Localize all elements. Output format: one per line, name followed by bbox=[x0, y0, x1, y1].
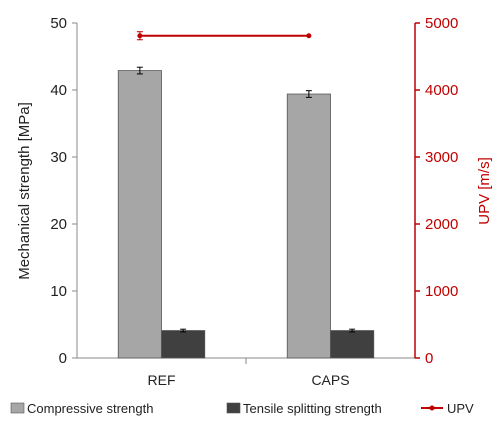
bar bbox=[330, 330, 375, 359]
y2-tick-label: 5000 bbox=[425, 15, 458, 32]
y2-axis-title: UPV [m/s] bbox=[476, 157, 493, 225]
y2-tick-label: 4000 bbox=[425, 82, 458, 99]
y-axis-title: Mechanical strength [MPa] bbox=[16, 102, 33, 280]
x-tick-label: REF bbox=[148, 372, 176, 388]
legend-label: Tensile splitting strength bbox=[243, 401, 382, 416]
bar bbox=[117, 70, 162, 359]
bar bbox=[286, 93, 331, 359]
legend: Compressive strength Tensile splitting st… bbox=[10, 401, 474, 416]
bar bbox=[161, 330, 206, 359]
legend-label: Compressive strength bbox=[27, 401, 153, 416]
legend-swatch bbox=[226, 402, 241, 414]
y-tick-label: 40 bbox=[50, 82, 67, 99]
upv-point bbox=[137, 33, 143, 39]
upv-point bbox=[306, 33, 312, 39]
y2-tick-label: 3000 bbox=[425, 149, 458, 166]
y-tick-label: 30 bbox=[50, 149, 67, 166]
bars bbox=[117, 66, 375, 359]
y2-tick-label: 1000 bbox=[425, 283, 458, 300]
legend-label: UPV bbox=[447, 401, 474, 416]
y-tick-label: 50 bbox=[50, 15, 67, 32]
legend-swatch bbox=[10, 402, 25, 414]
y2-tick-label: 0 bbox=[425, 350, 433, 367]
axes: 0 10 20 30 40 50 0 1000 2000 3000 4000 5000 REF CAPS bbox=[50, 15, 458, 388]
y2-tick-label: 2000 bbox=[425, 216, 458, 233]
y-tick-label: 10 bbox=[50, 283, 67, 300]
y-tick-label: 20 bbox=[50, 216, 67, 233]
x-tick-label: CAPS bbox=[311, 372, 349, 388]
upv-line bbox=[136, 31, 312, 41]
y-tick-label: 0 bbox=[59, 350, 67, 367]
legend-swatch-marker bbox=[429, 405, 435, 411]
